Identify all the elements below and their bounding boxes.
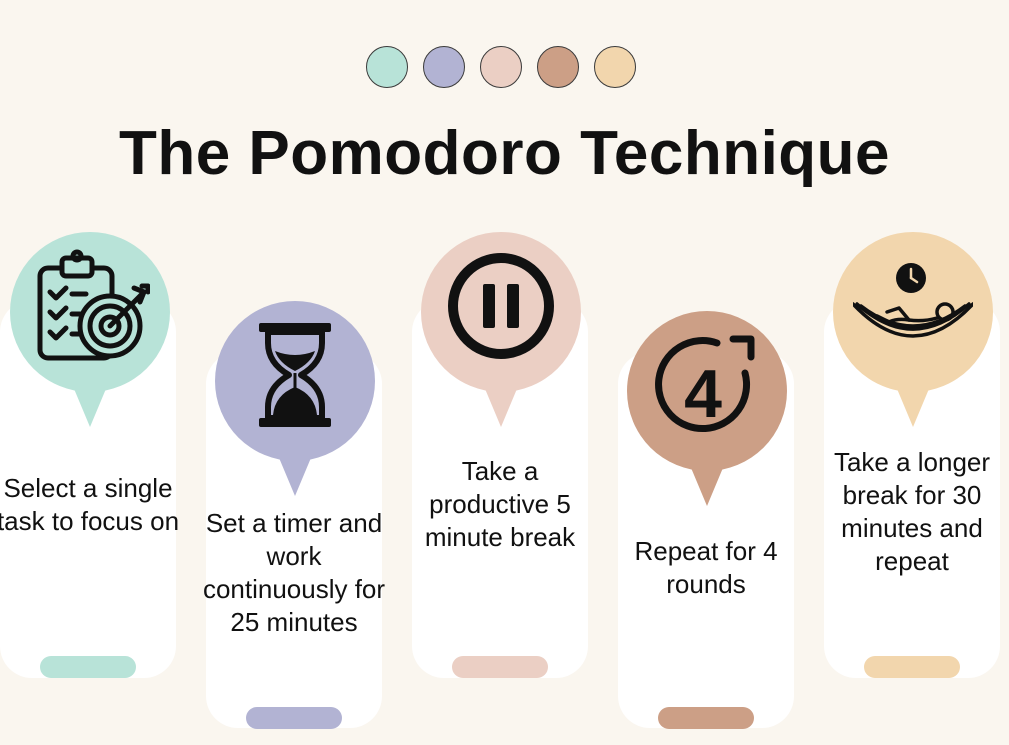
hourglass-icon — [259, 323, 331, 427]
step-bar-5 — [864, 656, 960, 678]
step-text-2: Set a timer and work continuously for 25… — [202, 508, 386, 637]
step-bar-4 — [658, 707, 754, 729]
step-text-5: Take a longer break for 30 minutes and r… — [833, 447, 991, 576]
clipboard-target-icon — [37, 249, 150, 361]
pin-circle — [833, 232, 993, 392]
step-text-3: Take a productive 5 minute break — [424, 456, 576, 552]
step-pin-3 — [421, 232, 581, 428]
pin-pointer — [483, 384, 519, 427]
pin-circle — [627, 311, 787, 471]
step-bar-1 — [40, 656, 136, 678]
hammock-rest-icon — [853, 263, 973, 338]
color-swatch — [480, 46, 522, 88]
pin-pointer — [689, 463, 725, 506]
pin-pointer — [277, 453, 313, 496]
color-swatch — [366, 46, 408, 88]
svg-text:4: 4 — [684, 356, 722, 432]
step-pin-5 — [833, 232, 993, 428]
repeat-four-icon: 4 — [655, 335, 755, 433]
step-text-1: Select a single task to focus on — [0, 473, 180, 536]
page-title: The Pomodoro Technique — [118, 119, 891, 188]
step-pin-2 — [215, 301, 375, 497]
pin-pointer — [72, 384, 108, 427]
pause-icon — [448, 253, 554, 359]
step-text-4: Repeat for 4 rounds — [634, 536, 778, 599]
step-bar-3 — [452, 656, 548, 678]
color-swatches — [0, 46, 1009, 92]
color-swatch — [423, 46, 465, 88]
color-swatch — [537, 46, 579, 88]
step-pin-4: 4 — [627, 311, 787, 507]
pin-pointer — [895, 384, 931, 427]
step-bar-2 — [246, 707, 342, 729]
color-swatch — [594, 46, 636, 88]
step-pin-1 — [10, 232, 170, 428]
